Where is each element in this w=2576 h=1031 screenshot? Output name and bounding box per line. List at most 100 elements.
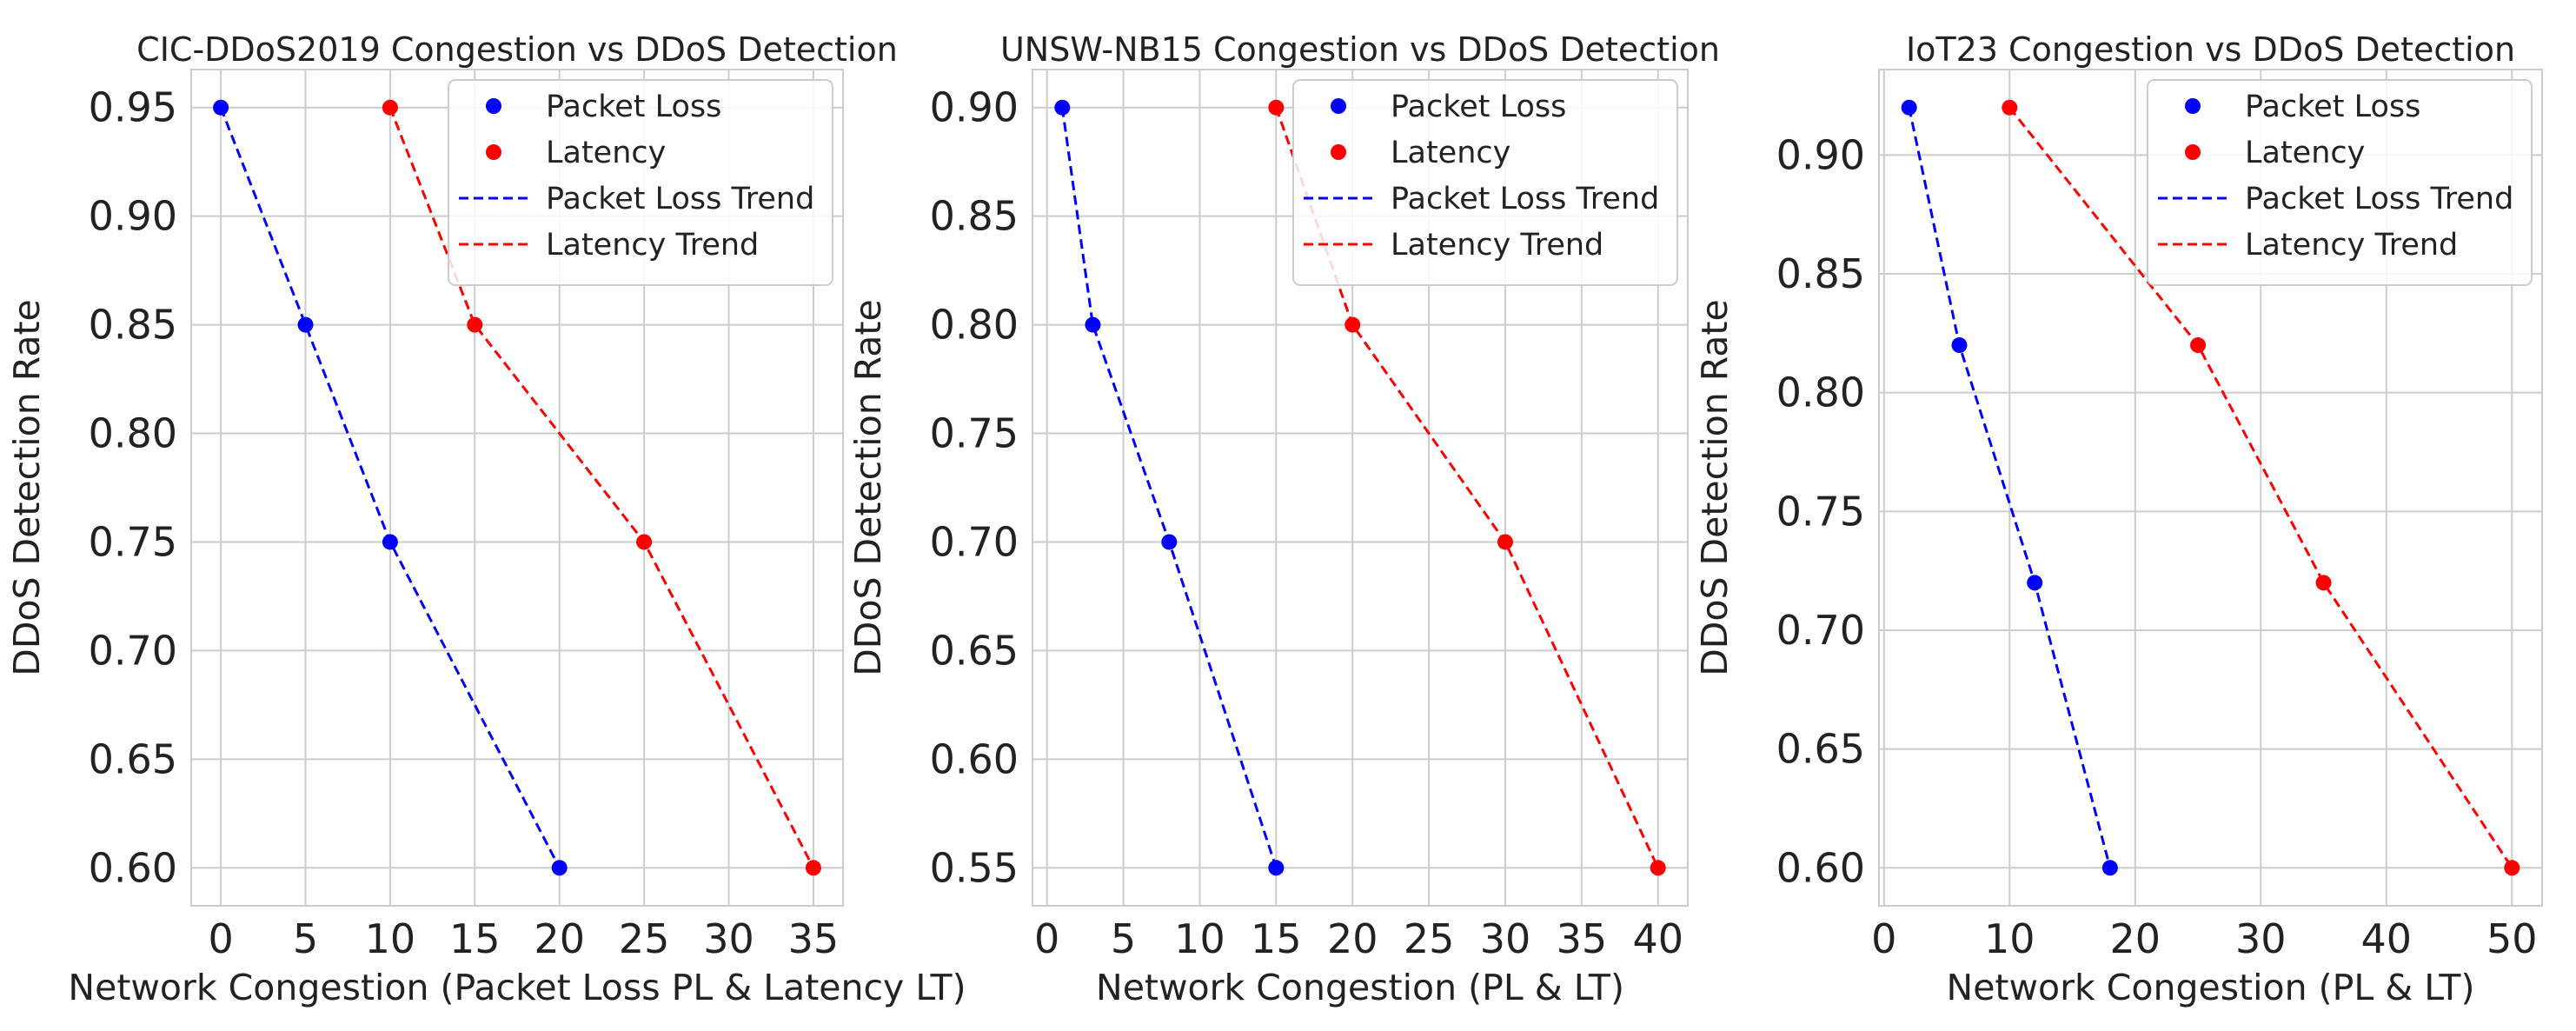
subplot-1-legend-box	[448, 79, 833, 286]
subplot-2-legend-label: Packet Loss Trend	[1391, 182, 1659, 216]
subplot-3-legend-label: Latency Trend	[2245, 228, 2458, 263]
subplot-3-series-1-point	[1951, 337, 1968, 354]
subplot-3-legend-label: Packet Loss	[2245, 90, 2420, 124]
subplot-2-x-tick-label: 25	[1404, 915, 1455, 962]
subplot-2-x-tick-label: 35	[1557, 915, 1608, 962]
subplot-2-series-2-trend-line	[1274, 107, 1660, 868]
subplot-2-legend-label: Packet Loss	[1391, 90, 1566, 124]
subplot-1-series-2-point	[805, 860, 821, 876]
subplot-3-axes-frame	[1878, 69, 2543, 907]
subplot-1-x-tick-label: 20	[534, 915, 585, 962]
subplot-3-series-2-point	[2002, 99, 2018, 116]
subplot-3-series-1-trend-line	[1908, 107, 2112, 868]
subplot-3-x-tick-label: 0	[1871, 915, 1896, 962]
subplot-2-series-2-point	[1497, 534, 1513, 550]
subplot-1-x-tick-label: 0	[208, 915, 233, 962]
subplot-1-series-1-point	[551, 860, 568, 876]
subplot-2-y-tick-label: 0.70	[930, 518, 1019, 565]
subplot-3-x-axis-label: Network Congestion (PL & LT)	[1947, 967, 2475, 1008]
subplot-3-x-tick-label: 40	[2361, 915, 2413, 962]
subplot-1-legend-label: Latency	[546, 136, 666, 170]
subplot-3-series-1-point	[2101, 860, 2118, 876]
subplot-1-y-tick-label: 0.75	[89, 518, 177, 565]
subplot-1-series-2-point	[382, 99, 398, 116]
subplot-3-y-tick-label: 0.80	[1776, 369, 1865, 416]
subplot-1-x-tick-label: 25	[619, 915, 670, 962]
subplot-1: 0 5 10 15 20 25 30 35 0.60 0.65 0.70 0.75 0.80 0.85 0.…	[6, 30, 966, 1008]
subplot-2-x-tick-label: 10	[1174, 915, 1225, 962]
subplot-2-x-tick-label: 40	[1632, 915, 1683, 962]
subplot-3-legend-box	[2147, 79, 2533, 286]
subplot-2-axes-frame	[1032, 69, 1689, 907]
subplot-1-x-tick-label: 5	[293, 915, 318, 962]
subplot-2-series-1-point	[1085, 316, 1101, 333]
subplot-3-legend-label: Packet Loss Trend	[2245, 182, 2513, 216]
subplot-3-series-1-point	[1901, 99, 1917, 116]
subplot-3-series-1-point	[2027, 575, 2043, 591]
subplot-1-y-axis-label: DDoS Detection Rate	[6, 299, 48, 676]
subplot-3-y-tick-label: 0.85	[1776, 250, 1865, 297]
subplot-1-x-axis-label: Network Congestion (Packet Loss PL & Lat…	[68, 967, 966, 1008]
subplot-1-legend-marker	[486, 98, 501, 114]
subplot-2-series-2-point	[1268, 99, 1285, 116]
subplot-2-x-tick-label: 15	[1251, 915, 1302, 962]
subplot-1-series-2-point	[467, 316, 483, 333]
subplot-1-title: CIC-DDoS2019 Congestion vs DDoS Detectio…	[136, 30, 898, 69]
subplot-2-legend-label: Latency	[1391, 136, 1510, 170]
subplot-1-axes-frame	[190, 69, 844, 907]
subplot-2-series-1-point	[1054, 99, 1071, 116]
subplot-3-series-2-trend-line	[2008, 106, 2513, 869]
subplot-1-x-tick-label: 35	[788, 915, 840, 962]
subplot-3-x-tick-label: 30	[2235, 915, 2287, 962]
subplot-3-legend-label: Latency	[2245, 136, 2365, 170]
subplot-2-y-tick-label: 0.65	[930, 627, 1019, 674]
subplot-1-y-tick-label: 0.85	[89, 302, 177, 349]
subplot-1-y-tick-label: 0.70	[89, 627, 177, 674]
subplot-3-y-tick-label: 0.70	[1776, 607, 1865, 654]
subplot-3-y-tick-label: 0.75	[1776, 488, 1865, 535]
subplot-2-y-tick-label: 0.75	[930, 410, 1019, 457]
subplot-2-legend-box	[1292, 79, 1678, 286]
subplot-1-series-1-point	[297, 316, 314, 333]
subplot-1-y-tick-label: 0.60	[89, 844, 177, 891]
subplot-1-y-tick-label: 0.80	[89, 410, 177, 457]
subplot-1-x-tick-label: 10	[365, 915, 416, 962]
subplot-3-series-2-point	[2315, 575, 2332, 591]
subplot-2-series-2-point	[1344, 316, 1361, 333]
subplot-1-series-2-trend-line	[388, 107, 815, 868]
subplot-2-legend-marker	[1331, 144, 1346, 160]
subplot-3-x-tick-label: 20	[2110, 915, 2161, 962]
subplot-2-legend-marker	[1331, 98, 1346, 114]
subplot-2-x-tick-label: 5	[1111, 915, 1136, 962]
subplot-1-y-tick-label: 0.65	[89, 735, 177, 782]
subplot-1-legend-label: Latency Trend	[546, 228, 759, 263]
subplot-2-series-2-point	[1650, 860, 1666, 876]
subplot-2-y-tick-label: 0.85	[930, 193, 1019, 240]
subplot-2-y-tick-label: 0.55	[930, 844, 1019, 891]
subplot-2-y-tick-label: 0.80	[930, 302, 1019, 349]
subplot-2: 0 5 10 15 20 25 30 35 40 0.55 0.60 0.65 0.70 0.75 0.80…	[847, 30, 1720, 1008]
subplot-1-legend-label: Packet Loss Trend	[546, 182, 814, 216]
subplot-3-legend-marker	[2185, 98, 2201, 114]
subplot-2-x-tick-label: 0	[1034, 915, 1059, 962]
subplot-1-x-tick-label: 30	[703, 915, 754, 962]
subplot-3: 0 10 20 30 40 50 0.60 0.65 0.70 0.75 0.80 0.85 0.90 I…	[1694, 30, 2543, 1008]
subplot-1-x-tick-label: 15	[449, 915, 501, 962]
subplot-3-y-tick-label: 0.60	[1776, 844, 1865, 891]
subplot-2-legend-label: Latency Trend	[1391, 228, 1603, 263]
subplot-3-x-tick-label: 50	[2486, 915, 2538, 962]
subplot-2-series-1-trend-line	[1060, 107, 1278, 868]
subplot-2-y-tick-label: 0.90	[930, 84, 1019, 131]
subplot-2-y-tick-label: 0.60	[930, 735, 1019, 782]
subplot-3-legend-marker	[2185, 144, 2201, 160]
subplot-2-x-axis-label: Network Congestion (PL & LT)	[1096, 967, 1624, 1008]
subplot-1-series-1-point	[213, 99, 229, 116]
subplot-3-series-2-point	[2190, 337, 2207, 354]
subplot-1-series-1-point	[382, 534, 398, 550]
subplot-3-series-2-point	[2504, 860, 2520, 876]
subplot-2-x-tick-label: 20	[1327, 915, 1378, 962]
subplot-1-y-tick-label: 0.90	[89, 193, 177, 240]
subplot-1-legend-label: Packet Loss	[546, 90, 721, 124]
subplot-2-y-axis-label: DDoS Detection Rate	[847, 299, 889, 676]
